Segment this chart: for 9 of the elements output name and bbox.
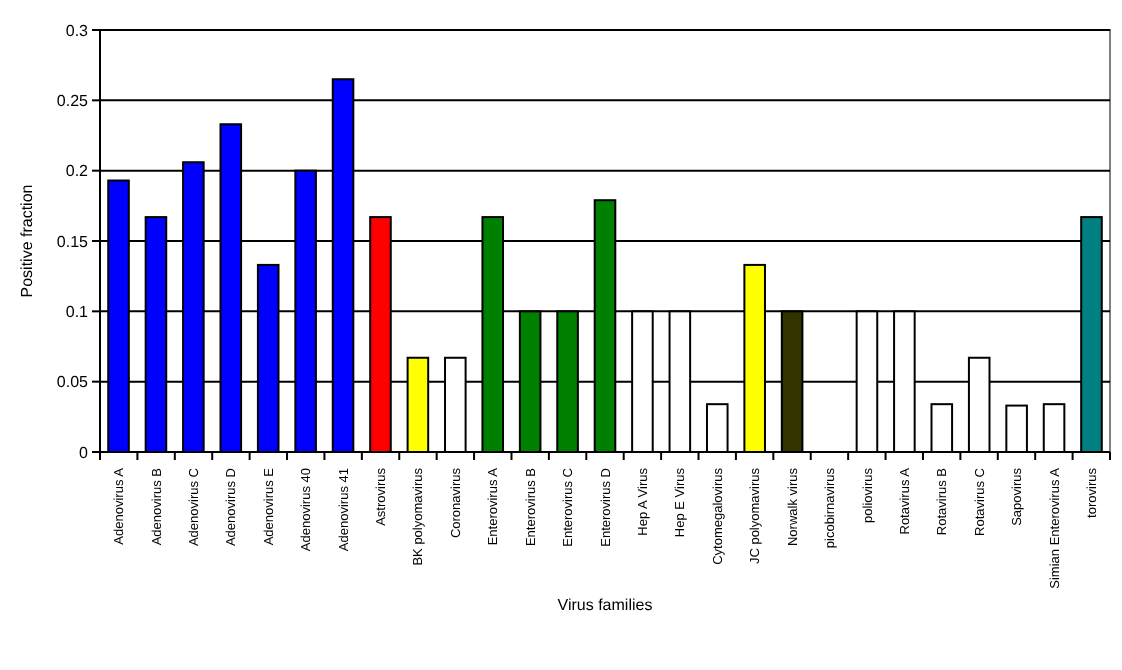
y-tick-label: 0.05 <box>56 373 90 392</box>
y-tick-label: 0.25 <box>56 91 90 110</box>
y-tick-label: 0.2 <box>65 162 90 181</box>
x-axis-title: Virus families <box>557 596 653 614</box>
y-tick-label: 0 <box>79 443 90 462</box>
y-tick-label: 0.3 <box>65 21 90 40</box>
y-axis-title: Positive fraction <box>18 184 36 298</box>
y-tick-label: 0.15 <box>56 232 90 251</box>
y-tick-label: 0.1 <box>65 302 90 321</box>
